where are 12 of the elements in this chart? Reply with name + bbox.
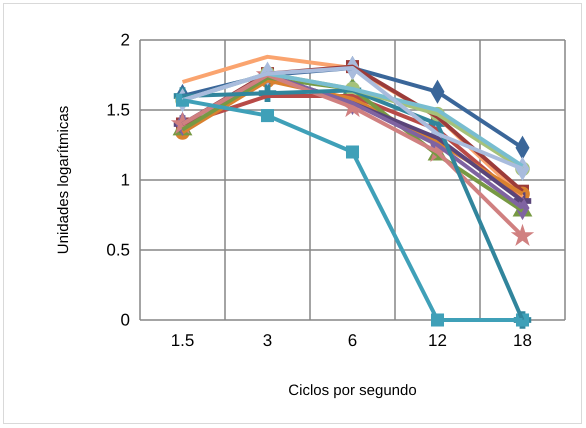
x-tick-label: 6 bbox=[348, 331, 358, 350]
y-tick-label: 2 bbox=[120, 30, 130, 50]
x-tick-label: 1.5 bbox=[170, 331, 194, 350]
y-tick-label: 0.5 bbox=[106, 240, 130, 260]
y-tick-label: 1 bbox=[120, 170, 130, 190]
y-axis-title: Unidades logarítmicas bbox=[55, 106, 72, 254]
y-tick-label: 1.5 bbox=[106, 100, 130, 120]
y-tick-label: 0 bbox=[120, 310, 130, 330]
x-tick-label: 18 bbox=[513, 331, 532, 350]
x-axis-title: Ciclos por segundo bbox=[288, 382, 417, 399]
x-tick-label: 3 bbox=[262, 331, 272, 350]
x-tick-label: 12 bbox=[428, 331, 447, 350]
